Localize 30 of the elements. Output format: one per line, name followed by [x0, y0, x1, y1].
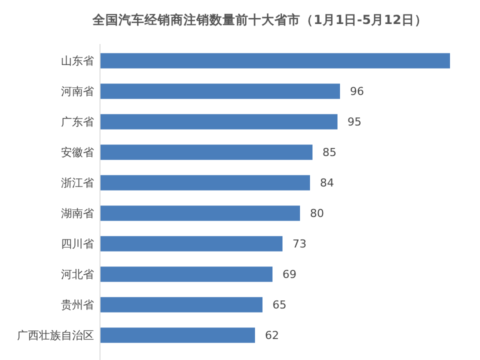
data-label: 62 [265, 329, 279, 342]
y-tick-label: 湖南省 [61, 207, 94, 220]
data-label: 96 [350, 85, 364, 98]
data-label: 65 [272, 298, 286, 312]
data-label: 85 [322, 146, 336, 160]
y-tick-label: 河南省 [61, 85, 94, 98]
y-tick-label: 四川省 [61, 238, 94, 251]
y-tick-label: 安徽省 [61, 146, 94, 160]
bar [100, 144, 312, 160]
bar [100, 175, 310, 190]
y-tick-label: 贵州省 [61, 298, 94, 312]
y-tick-label: 山东省 [61, 54, 94, 68]
data-label: 84 [320, 176, 334, 190]
data-label: 80 [310, 207, 324, 220]
y-tick-label: 河北省 [61, 268, 94, 282]
bar [100, 266, 272, 282]
data-label: 73 [292, 238, 306, 251]
y-tick-label: 广东省 [61, 116, 94, 129]
bar [100, 328, 255, 343]
data-label: 69 [282, 268, 296, 282]
bar [100, 297, 262, 312]
chart-title: 全国汽车经销商注销数量前十大省市（1月1日-5月12日） [92, 12, 428, 27]
bar [100, 236, 282, 252]
bar [100, 84, 340, 99]
bar [100, 53, 450, 68]
bar [100, 206, 300, 221]
data-label: 95 [348, 116, 362, 129]
y-tick-label: 浙江省 [61, 176, 94, 190]
y-tick-label: 广西壮族自治区 [17, 329, 94, 342]
bar [100, 114, 338, 130]
